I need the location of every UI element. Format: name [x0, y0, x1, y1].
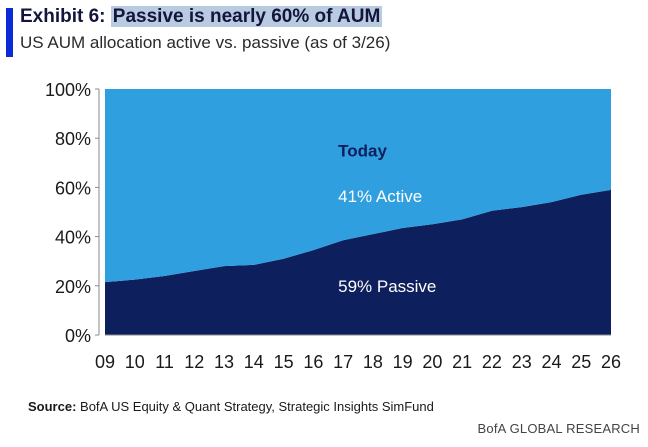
- x-tick-label: 18: [363, 352, 383, 372]
- y-tick-label: 60%: [55, 178, 91, 198]
- x-tick-label: 24: [541, 352, 561, 372]
- x-tick-label: 09: [95, 352, 115, 372]
- x-tick-label: 10: [125, 352, 145, 372]
- exhibit-label: Exhibit 6:: [20, 6, 106, 27]
- x-tick-label: 20: [422, 352, 442, 372]
- y-tick-label: 40%: [55, 228, 91, 248]
- area-active: [105, 89, 611, 283]
- x-tick-label: 26: [601, 352, 621, 372]
- x-tick-label: 23: [512, 352, 532, 372]
- x-tick-label: 17: [333, 352, 353, 372]
- y-tick-label: 20%: [55, 277, 91, 297]
- source-label: Source:: [28, 399, 77, 414]
- x-tick-label: 19: [393, 352, 413, 372]
- x-tick-label: 11: [155, 352, 174, 372]
- x-tick-label: 22: [482, 352, 502, 372]
- chart-subtitle: US AUM allocation active vs. passive (as…: [20, 33, 391, 52]
- y-tick-label: 100%: [45, 80, 91, 100]
- y-tick-label: 0%: [65, 326, 91, 346]
- source-note: Source: BofA US Equity & Quant Strategy,…: [28, 399, 434, 414]
- brand-label: BofA GLOBAL RESEARCH: [477, 421, 640, 436]
- source-text: BofA US Equity & Quant Strategy, Strateg…: [80, 399, 434, 414]
- x-tick-label: 13: [214, 352, 234, 372]
- x-tick-label: 25: [571, 352, 591, 372]
- annotation-label: 59% Passive: [338, 277, 436, 296]
- y-tick-label: 80%: [55, 129, 91, 149]
- annotation-label: 41% Active: [338, 187, 422, 206]
- area-chart: 0% 20% 40% 60% 80% 100% 09 10 11 12 13 14 15 16 17 18 19…: [45, 80, 621, 372]
- area-passive: [105, 189, 611, 335]
- x-tick-label: 15: [274, 352, 294, 372]
- x-tick-label: 21: [452, 352, 472, 372]
- title-highlight: Passive is nearly 60% of AUM: [110, 6, 383, 27]
- chart-title: Exhibit 6: Passive is nearly 60% of AUM: [20, 6, 383, 28]
- annotation-label: Today: [338, 142, 387, 161]
- x-tick-label: 16: [303, 352, 323, 372]
- accent-bar: [6, 8, 13, 57]
- x-tick-label: 14: [244, 352, 264, 372]
- x-tick-label: 12: [184, 352, 204, 372]
